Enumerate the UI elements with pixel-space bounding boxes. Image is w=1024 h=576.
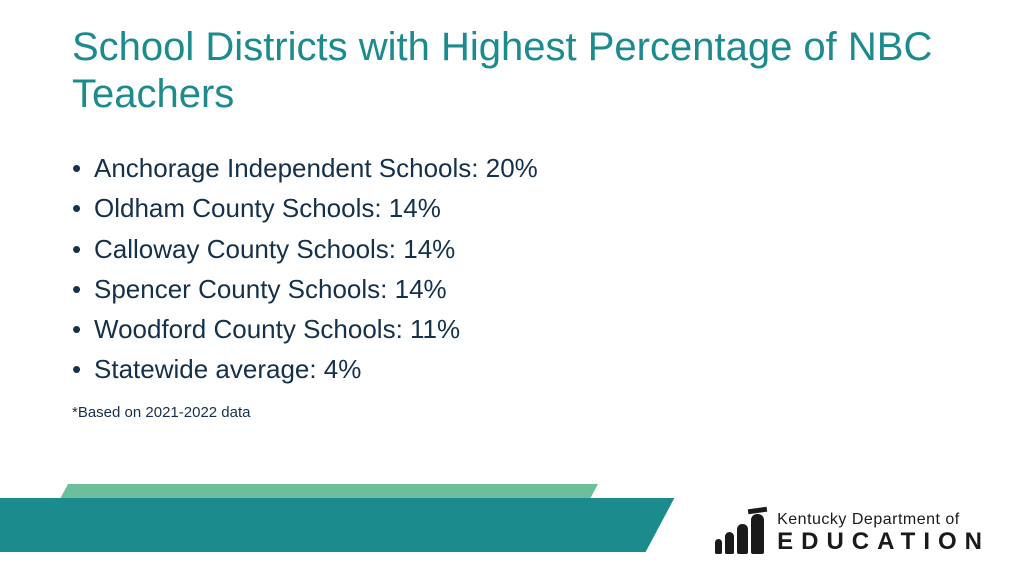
logo-line2: EDUCATION	[777, 530, 990, 554]
slide: School Districts with Highest Percentage…	[0, 0, 1024, 576]
list-item: Calloway County Schools: 14%	[72, 229, 538, 269]
bullet-list: Anchorage Independent Schools: 20% Oldha…	[72, 148, 538, 390]
list-item: Spencer County Schools: 14%	[72, 269, 538, 309]
list-item: Oldham County Schools: 14%	[72, 188, 538, 228]
logo-text: Kentucky Department of EDUCATION	[777, 512, 990, 554]
footnote: *Based on 2021-2022 data	[72, 404, 250, 421]
list-item: Anchorage Independent Schools: 20%	[72, 148, 538, 188]
logo-silhouette-icon	[721, 506, 767, 554]
list-item: Woodford County Schools: 11%	[72, 309, 538, 349]
list-item: Statewide average: 4%	[72, 349, 538, 389]
kde-logo: Kentucky Department of EDUCATION	[721, 506, 990, 554]
slide-title: School Districts with Highest Percentage…	[72, 24, 952, 118]
accent-band-teal	[0, 498, 674, 552]
logo-line1: Kentucky Department of	[777, 512, 990, 528]
